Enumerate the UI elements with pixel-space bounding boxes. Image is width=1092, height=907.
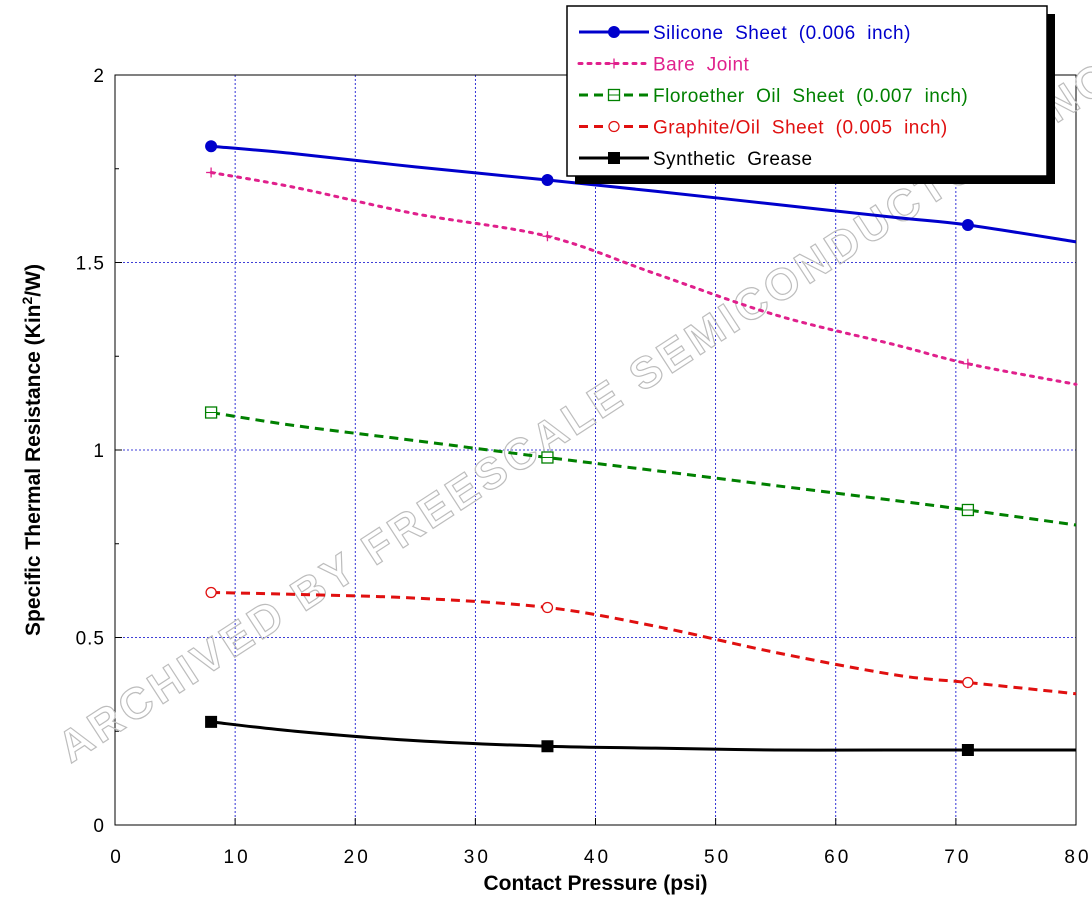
series-0 [205, 140, 1077, 244]
x-tick-label: 20 [344, 847, 371, 868]
x-axis-ticks: 0 10 20 30 40 50 60 70 80 [110, 818, 1091, 868]
y-axis-title-end: /W) [22, 264, 45, 297]
series-line [210, 411, 1077, 527]
data-point-marker [541, 740, 554, 753]
y-axis-title: Specific Thermal Resistance (Kin2/W) [19, 264, 45, 636]
legend-label: Synthetic Grease [653, 149, 813, 170]
data-point-marker [962, 358, 973, 369]
series-line [211, 591, 1077, 696]
grid-lines [115, 75, 1076, 825]
data-point-marker [541, 174, 554, 186]
x-tick-label: 10 [224, 847, 251, 868]
data-point-marker [205, 715, 218, 728]
legend-label: Graphite/Oil Sheet (0.005 inch) [653, 118, 948, 139]
data-point-marker [206, 167, 217, 178]
legend-marker [608, 120, 620, 133]
data-point-marker [962, 676, 974, 689]
series-layer [204, 140, 1078, 756]
legend-entry: Graphite/Oil Sheet (0.005 inch) [579, 118, 948, 139]
legend-entry: Bare Joint [577, 55, 750, 76]
y-tick-label: 1.5 [76, 254, 105, 275]
legend-marker [607, 88, 621, 102]
y-axis-title-sup: 2 [19, 297, 35, 305]
data-point-marker [204, 406, 218, 419]
x-tick-label: 70 [944, 847, 971, 868]
series-4 [205, 715, 1076, 756]
data-point-marker [541, 601, 554, 614]
data-point-marker [961, 503, 975, 517]
y-tick-label: 0 [93, 816, 105, 837]
x-tick-label: 0 [110, 847, 124, 868]
data-point-marker [205, 586, 217, 599]
data-point-marker [542, 231, 553, 242]
x-tick-label: 60 [824, 847, 851, 868]
series-1 [206, 167, 1078, 386]
legend-marker [608, 152, 620, 164]
data-point-marker [541, 451, 554, 464]
y-axis-ticks: 0 0.5 1 1.5 2 [76, 66, 122, 837]
legend-entry: Floroether Oil Sheet (0.007 inch) [579, 86, 968, 107]
legend-entry: Silicone Sheet (0.006 inch) [579, 23, 911, 44]
series-2 [204, 406, 1077, 527]
legend-label: Bare Joint [653, 55, 750, 76]
legend-marker [608, 26, 620, 38]
data-point-marker [961, 219, 974, 231]
x-tick-label: 30 [464, 847, 491, 868]
legend-marker [609, 58, 619, 69]
series-line [209, 171, 1078, 386]
legend-entry: Synthetic Grease [579, 149, 813, 170]
series-line [210, 144, 1077, 244]
data-point-marker [961, 744, 974, 756]
legend: Silicone Sheet (0.006 inch) Bare Joint Flo… [566, 5, 1055, 184]
y-axis-title-main: Specific Thermal Resistance (Kin [22, 305, 45, 636]
legend-label: Floroether Oil Sheet (0.007 inch) [653, 86, 968, 107]
y-tick-label: 2 [93, 66, 105, 87]
data-point-marker [205, 140, 218, 153]
x-axis-title: Contact Pressure (psi) [483, 872, 707, 895]
legend-label: Silicone Sheet (0.006 inch) [653, 23, 911, 44]
series-3 [205, 586, 1077, 696]
x-tick-label: 80 [1064, 847, 1091, 868]
x-tick-label: 40 [584, 847, 611, 868]
series-line [210, 720, 1076, 752]
x-tick-label: 50 [704, 847, 731, 868]
legend-box [566, 5, 1048, 177]
y-tick-label: 1 [93, 441, 105, 462]
y-tick-label: 0.5 [76, 629, 105, 650]
